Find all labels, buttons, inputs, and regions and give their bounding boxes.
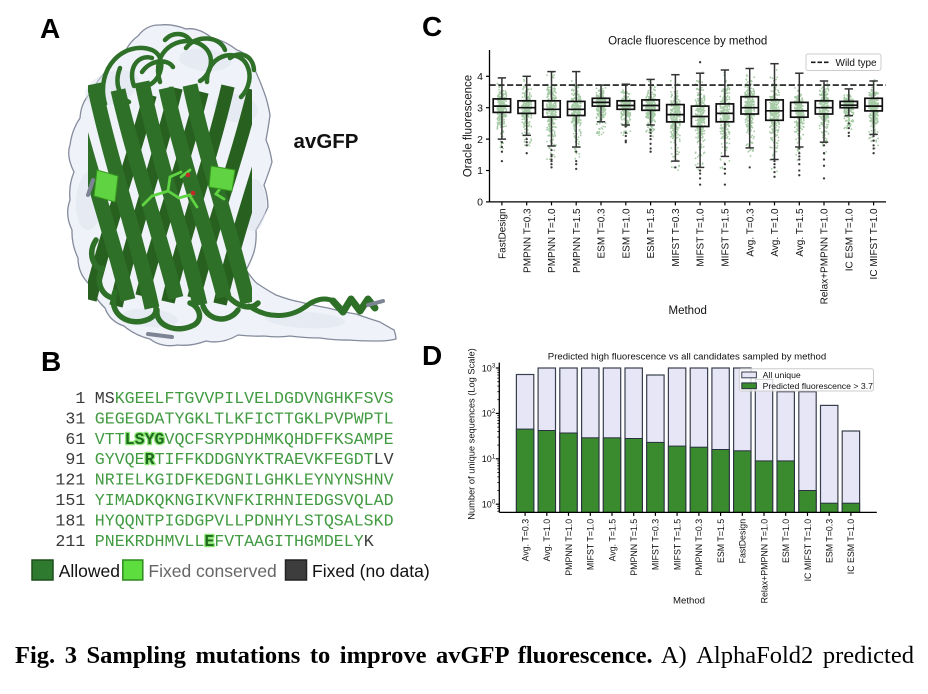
- svg-text:FastDesign: FastDesign: [498, 208, 509, 259]
- svg-text:ESM T=1.0: ESM T=1.0: [781, 519, 791, 563]
- svg-text:MIFST T=1.5: MIFST T=1.5: [672, 519, 682, 570]
- svg-text:Relax+PMPNN T=1.0: Relax+PMPNN T=1.0: [820, 208, 831, 304]
- svg-text:181: 181: [55, 511, 85, 530]
- svg-text:ESM T=0.3: ESM T=0.3: [597, 208, 608, 259]
- svg-text:ESM T=1.5: ESM T=1.5: [646, 208, 657, 259]
- svg-text:121: 121: [55, 471, 85, 490]
- svg-text:103: 103: [482, 363, 496, 374]
- svg-text:avGFP: avGFP: [294, 130, 359, 153]
- svg-text:Avg. T=1.5: Avg. T=1.5: [795, 208, 806, 257]
- svg-text:Wild type: Wild type: [836, 58, 878, 69]
- svg-text:101: 101: [482, 453, 496, 464]
- svg-text:Allowed: Allowed: [59, 561, 120, 581]
- svg-text:VTTLSYGVQCFSRYPDHMKQHDFFKSAMPE: VTTLSYGVQCFSRYPDHMKQHDFFKSAMPE: [95, 430, 394, 449]
- svg-text:PMPNN T=1.5: PMPNN T=1.5: [572, 208, 583, 273]
- svg-text:Avg. T=1.0: Avg. T=1.0: [542, 519, 552, 562]
- svg-text:4: 4: [477, 71, 483, 83]
- svg-text:Avg. T=0.3: Avg. T=0.3: [520, 519, 530, 562]
- svg-text:Avg. T=0.3: Avg. T=0.3: [745, 208, 756, 257]
- svg-text:MIFST T=0.3: MIFST T=0.3: [671, 208, 682, 267]
- svg-text:211: 211: [55, 532, 85, 551]
- svg-text:Method: Method: [669, 305, 707, 317]
- svg-text:MSKGEELFTGVVPILVELDGDVNGHKFSVS: MSKGEELFTGVVPILVELDGDVNGHKFSVS: [95, 389, 394, 408]
- svg-text:PMPNN T=1.5: PMPNN T=1.5: [629, 519, 639, 576]
- svg-text:Method: Method: [673, 596, 705, 607]
- svg-text:1: 1: [477, 165, 483, 177]
- svg-text:1: 1: [75, 389, 85, 408]
- svg-text:100: 100: [482, 499, 496, 510]
- svg-text:MIFST T=1.0: MIFST T=1.0: [696, 208, 707, 267]
- svg-text:Oracle fluorescence by method: Oracle fluorescence by method: [608, 36, 767, 48]
- svg-text:Predicted high fluorescence vs: Predicted high fluorescence vs all candi…: [548, 351, 826, 362]
- svg-text:PMPNN T=1.0: PMPNN T=1.0: [564, 519, 574, 576]
- svg-text:Relax+PMPNN T=1.0: Relax+PMPNN T=1.0: [759, 519, 769, 604]
- svg-text:ESM T=1.0: ESM T=1.0: [621, 208, 632, 259]
- svg-text:2: 2: [477, 134, 483, 146]
- svg-text:Number of unique sequences (Lo: Number of unique sequences (Log Scale): [467, 348, 477, 520]
- svg-text:IC MIFST T=1.0: IC MIFST T=1.0: [803, 519, 813, 582]
- svg-text:102: 102: [482, 408, 496, 419]
- svg-text:YIMADKQKNGIKVNFKIRHNIEDGSVQLAD: YIMADKQKNGIKVNFKIRHNIEDGSVQLAD: [95, 491, 394, 510]
- svg-text:All unique: All unique: [763, 370, 801, 380]
- svg-text:MIFST T=1.5: MIFST T=1.5: [721, 208, 732, 267]
- svg-text:Avg. T=1.0: Avg. T=1.0: [770, 208, 781, 257]
- svg-text:ESM T=1.5: ESM T=1.5: [716, 519, 726, 563]
- svg-text:MIFST T=0.3: MIFST T=0.3: [651, 519, 661, 570]
- svg-text:PNEKRDHMVLLEFVTAAGITHGMDELYK: PNEKRDHMVLLEFVTAAGITHGMDELYK: [95, 532, 374, 551]
- svg-text:Fixed conserved: Fixed conserved: [148, 561, 276, 581]
- svg-text:61: 61: [65, 430, 85, 449]
- svg-text:MIFST T=1.0: MIFST T=1.0: [586, 519, 596, 570]
- svg-text:IC ESM T=1.0: IC ESM T=1.0: [844, 208, 855, 271]
- svg-text:PMPNN T=0.3: PMPNN T=0.3: [522, 208, 533, 273]
- svg-text:0: 0: [477, 197, 483, 209]
- svg-text:Avg. T=1.5: Avg. T=1.5: [607, 519, 617, 562]
- svg-text:NRIELKGIDFKEDGNILGHKLEYNYNSHNV: NRIELKGIDFKEDGNILGHKLEYNYNSHNV: [95, 471, 394, 490]
- svg-text:Predicted fluorescence > 3.7: Predicted fluorescence > 3.7: [763, 381, 874, 391]
- svg-text:IC MIFST T=1.0: IC MIFST T=1.0: [869, 208, 880, 279]
- svg-text:PMPNN T=1.0: PMPNN T=1.0: [547, 208, 558, 273]
- svg-text:Oracle fluorescence: Oracle fluorescence: [463, 75, 475, 177]
- svg-text:Fixed (no data): Fixed (no data): [312, 561, 430, 581]
- svg-text:GEGEGDATYGKLTLKFICTTGKLPVPWPTL: GEGEGDATYGKLTLKFICTTGKLPVPWPTL: [95, 409, 394, 428]
- svg-text:GYVQERTIFFKDDGNYKTRAEVKFEGDTLV: GYVQERTIFFKDDGNYKTRAEVKFEGDTLV: [95, 450, 394, 469]
- svg-text:151: 151: [55, 491, 85, 510]
- svg-text:ESM T=0.3: ESM T=0.3: [825, 519, 835, 563]
- svg-text:FastDesign: FastDesign: [738, 519, 748, 564]
- svg-text:PMPNN T=0.3: PMPNN T=0.3: [694, 519, 704, 576]
- svg-text:31: 31: [65, 409, 85, 428]
- svg-text:HYQQNTPIGDGPVLLPDNHYLSTQSALSKD: HYQQNTPIGDGPVLLPDNHYLSTQSALSKD: [95, 511, 394, 530]
- svg-text:91: 91: [65, 450, 85, 469]
- svg-text:3: 3: [477, 102, 483, 114]
- svg-text:IC ESM T=1.0: IC ESM T=1.0: [846, 519, 856, 574]
